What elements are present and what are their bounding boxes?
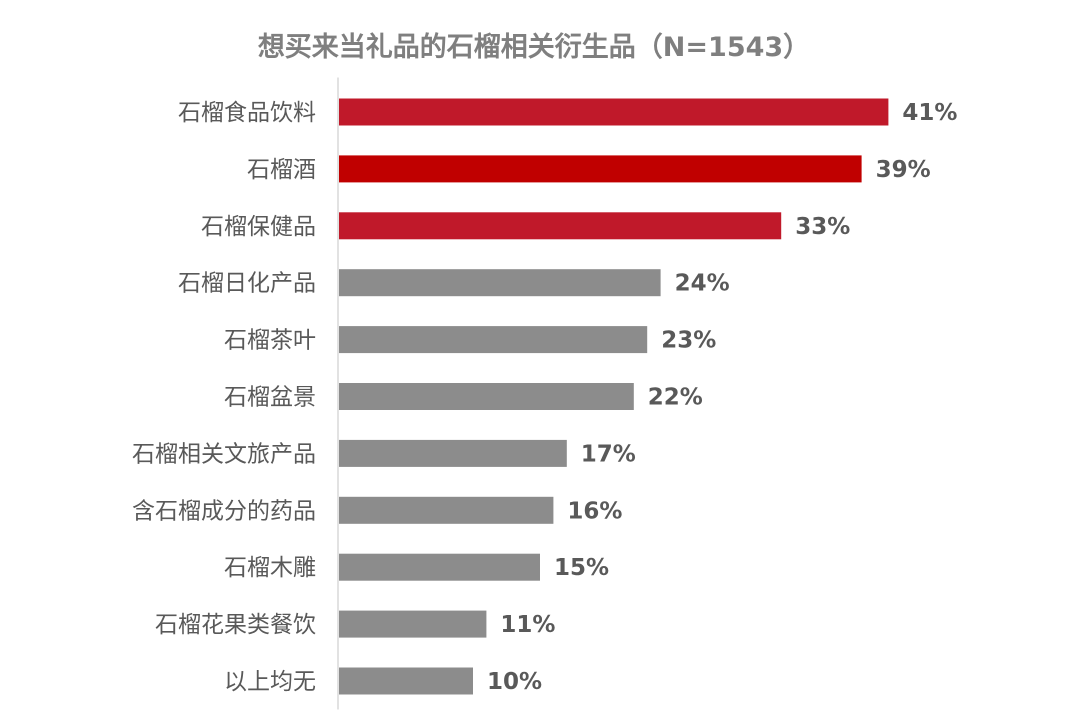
value-label: 33% (795, 214, 850, 240)
category-label: 石榴食品饮料 (178, 100, 316, 126)
value-label: 17% (581, 441, 636, 467)
value-label: 11% (500, 612, 555, 638)
bars-group: 石榴食品饮料 41%石榴酒 39%石榴保健品 33%石榴日化产品 24%石榴茶叶 23%石… (132, 98, 957, 695)
bar-row: 石榴保健品 33% (201, 212, 850, 240)
category-label: 石榴木雕 (224, 555, 316, 581)
category-label: 石榴相关文旅产品 (132, 441, 316, 467)
bar (339, 155, 862, 183)
category-label: 石榴茶叶 (224, 328, 316, 354)
value-label: 41% (902, 100, 957, 126)
bar (339, 326, 648, 354)
value-label: 10% (487, 669, 542, 695)
bar (339, 553, 540, 581)
value-label: 22% (648, 385, 703, 411)
bar-row: 石榴花果类餐饮 11% (155, 610, 555, 638)
bar-row: 石榴日化产品 24% (178, 269, 730, 297)
bar-row: 含石榴成分的药品 16% (132, 496, 622, 524)
bar (339, 439, 567, 467)
category-label: 石榴酒 (247, 157, 316, 183)
category-label: 石榴盆景 (224, 385, 316, 411)
category-label: 石榴保健品 (201, 214, 316, 240)
bar (339, 212, 782, 240)
category-label: 含石榴成分的药品 (132, 498, 316, 524)
category-label: 石榴花果类餐饮 (155, 612, 316, 638)
bar (339, 610, 487, 638)
bar (339, 496, 554, 524)
bar (339, 98, 889, 126)
value-label: 23% (661, 328, 716, 354)
chart-title: 想买来当礼品的石榴相关衍生品（N=1543） (258, 31, 810, 63)
bar-row: 石榴茶叶 23% (224, 326, 716, 354)
bar (339, 383, 634, 410)
bar-row: 石榴盆景 22% (224, 383, 703, 411)
bar-row: 石榴酒 39% (247, 155, 931, 183)
category-label: 以上均无 (224, 669, 316, 695)
bar (339, 269, 661, 297)
value-label: 39% (876, 157, 931, 183)
bar-row: 石榴相关文旅产品 17% (132, 439, 636, 467)
value-label: 24% (675, 271, 730, 297)
bar (339, 667, 473, 695)
bar-row: 以上均无 10% (224, 667, 542, 695)
category-label: 石榴日化产品 (178, 271, 316, 297)
value-label: 15% (554, 555, 609, 581)
bar-row: 石榴木雕 15% (224, 553, 609, 581)
bar-row: 石榴食品饮料 41% (178, 98, 957, 126)
value-label: 16% (567, 498, 622, 524)
